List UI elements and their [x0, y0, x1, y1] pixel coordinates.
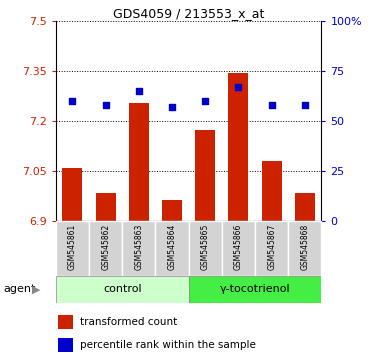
Bar — [62, 168, 82, 221]
Text: GSM545861: GSM545861 — [68, 224, 77, 270]
Point — [69, 98, 75, 104]
Bar — [228, 73, 248, 221]
Bar — [122, 221, 156, 276]
Text: transformed count: transformed count — [80, 317, 177, 327]
Text: γ-tocotrienol: γ-tocotrienol — [220, 284, 290, 295]
Point — [302, 102, 308, 108]
Point — [235, 84, 241, 90]
Text: GSM545864: GSM545864 — [167, 224, 177, 270]
Bar — [295, 193, 315, 221]
Bar — [195, 130, 215, 221]
Title: GDS4059 / 213553_x_at: GDS4059 / 213553_x_at — [113, 7, 264, 20]
Bar — [255, 221, 288, 276]
Point — [269, 102, 275, 108]
Text: GSM545865: GSM545865 — [201, 224, 210, 270]
Point — [169, 104, 175, 110]
Bar — [162, 200, 182, 221]
Point — [202, 98, 208, 104]
Bar — [156, 221, 189, 276]
Text: GSM545867: GSM545867 — [267, 224, 276, 270]
Bar — [95, 193, 116, 221]
Point — [136, 88, 142, 94]
Bar — [288, 221, 321, 276]
Bar — [59, 315, 73, 329]
Bar — [89, 221, 122, 276]
Bar — [59, 338, 73, 352]
Text: GSM545862: GSM545862 — [101, 224, 110, 270]
Bar — [262, 161, 282, 221]
Bar — [222, 221, 255, 276]
Text: GSM545868: GSM545868 — [300, 224, 310, 270]
Text: ▶: ▶ — [32, 284, 40, 295]
Bar — [189, 221, 222, 276]
Text: agent: agent — [4, 284, 36, 295]
Text: percentile rank within the sample: percentile rank within the sample — [80, 339, 256, 350]
Bar — [56, 276, 189, 303]
Bar — [189, 276, 321, 303]
Text: control: control — [103, 284, 142, 295]
Text: GSM545863: GSM545863 — [134, 224, 143, 270]
Bar — [56, 221, 89, 276]
Text: GSM545866: GSM545866 — [234, 224, 243, 270]
Bar — [129, 103, 149, 221]
Point — [102, 102, 109, 108]
